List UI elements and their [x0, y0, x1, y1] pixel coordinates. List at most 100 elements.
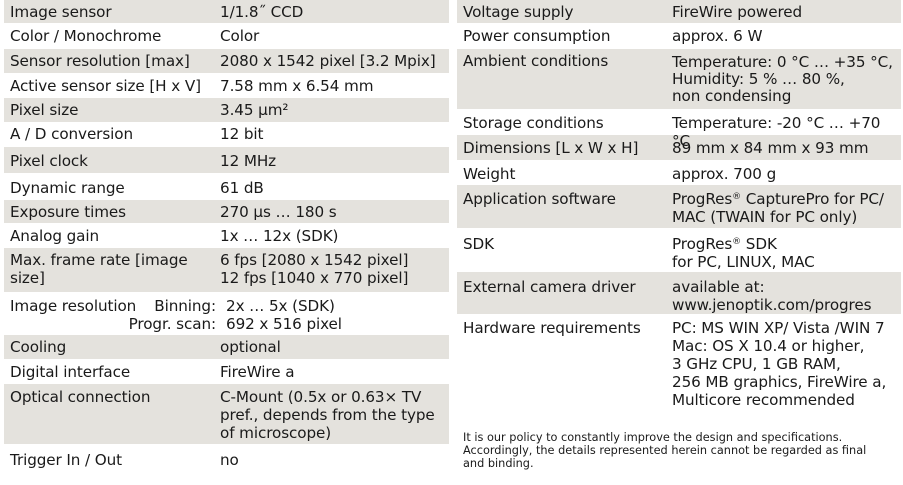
- spec-value: FireWire a: [220, 363, 295, 381]
- spec-row-active-sensor-size: Active sensor size [H x V] 7.58 mm x 6.5…: [4, 74, 449, 98]
- spec-row-external-camera-driver: External camera driver available at: www…: [457, 272, 901, 315]
- spec-label: A / D conversion: [10, 125, 133, 143]
- spec-value: 6 fps [2080 x 1542 pixel] 12 fps [1040 x…: [220, 251, 449, 292]
- spec-label: External camera driver: [463, 278, 636, 296]
- spec-label: Pixel clock: [10, 152, 88, 170]
- spec-label: Dynamic range: [10, 179, 125, 197]
- spec-row-max-frame-rate: Max. frame rate [image size] 6 fps [2080…: [4, 248, 449, 293]
- spec-value: 270 µs … 180 s: [220, 203, 337, 221]
- spec-label: Cooling: [10, 338, 67, 356]
- spec-row-ambient-conditions: Ambient conditions Temperature: 0 °C … +…: [457, 49, 901, 110]
- spec-row-application-software: Application software ProgRes® CapturePro…: [457, 185, 901, 229]
- spec-row-pixel-clock: Pixel clock 12 MHz: [4, 147, 449, 174]
- binning-label: Binning:: [154, 297, 216, 315]
- spec-label: Optical connection: [10, 388, 151, 406]
- spec-row-image-sensor: Image sensor 1/1.8˝ CCD: [4, 0, 449, 24]
- spec-value: ProgRes® CapturePro for PC/ MAC (TWAIN f…: [672, 190, 901, 228]
- spec-value: approx. 700 g: [672, 165, 777, 183]
- spec-value-line: 256 MB graphics, FireWire a,: [672, 373, 887, 391]
- spec-value-line: ProgRes® CapturePro for PC/: [672, 190, 901, 208]
- spec-value: available at: www.jenoptik.com/progres: [672, 278, 901, 314]
- spec-label: Power consumption: [463, 27, 611, 45]
- spec-value-line: C-Mount (0.5x or 0.63× TV: [220, 388, 422, 406]
- spec-value-line: ProgRes® SDK: [672, 235, 777, 253]
- spec-label: Pixel size: [10, 101, 79, 119]
- spec-value-line: Mac: OS X 10.4 or higher,: [672, 337, 865, 355]
- progr-scan-label: Progr. scan:: [128, 315, 216, 333]
- spec-row-voltage-supply: Voltage supply FireWire powered: [457, 0, 901, 24]
- app-software-line-1: ProgRes® CapturePro for PC/: [672, 190, 884, 208]
- spec-value: 7.58 mm x 6.54 mm: [220, 77, 374, 95]
- spec-value-line: MAC (TWAIN for PC only): [672, 208, 858, 226]
- spec-value: 61 dB: [220, 179, 264, 197]
- spec-row-sdk: SDK ProgRes® SDK for PC, LINUX, MAC: [457, 229, 901, 272]
- spec-value-line: of microscope): [220, 424, 332, 442]
- spec-value-line: 6 fps [2080 x 1542 pixel]: [220, 251, 409, 269]
- spec-value: approx. 6 W: [672, 27, 763, 45]
- spec-table-left: Image sensor 1/1.8˝ CCD Color / Monochro…: [4, 0, 449, 473]
- spec-table-right: Voltage supply FireWire powered Power co…: [457, 0, 901, 411]
- spec-label: Storage conditions: [463, 114, 604, 132]
- spec-row-pixel-size: Pixel size 3.45 µm²: [4, 98, 449, 123]
- spec-label: SDK: [463, 235, 494, 253]
- spec-row-analog-gain: Analog gain 1x … 12x (SDK): [4, 224, 449, 248]
- spec-value-line: for PC, LINUX, MAC: [672, 253, 815, 271]
- spec-value-line: Humidity: 5 % … 80 %,: [672, 70, 845, 88]
- spec-value: 2080 x 1542 pixel [3.2 Mpix]: [220, 52, 436, 70]
- spec-value-line: PC: MS WIN XP/ Vista /WIN 7: [672, 319, 885, 337]
- spec-value: no: [220, 451, 239, 469]
- spec-value-line: 3 GHz CPU, 1 GB RAM,: [672, 355, 841, 373]
- spec-value: ProgRes® SDK for PC, LINUX, MAC: [672, 235, 901, 271]
- spec-value: 12 MHz: [220, 152, 277, 170]
- spec-row-exposure-times: Exposure times 270 µs … 180 s: [4, 200, 449, 224]
- spec-value-line: 12 fps [1040 x 770 pixel]: [220, 269, 409, 287]
- spec-row-hardware-requirements: Hardware requirements PC: MS WIN XP/ Vis…: [457, 315, 901, 411]
- spec-value: 1x … 12x (SDK): [220, 227, 339, 245]
- spec-row-cooling: Cooling optional: [4, 335, 449, 360]
- spec-row-weight: Weight approx. 700 g: [457, 161, 901, 185]
- spec-row-power-consumption: Power consumption approx. 6 W: [457, 24, 901, 49]
- spec-value: C-Mount (0.5x or 0.63× TV pref., depends…: [220, 388, 449, 444]
- spec-value: 1/1.8˝ CCD: [220, 3, 304, 21]
- spec-label: Hardware requirements: [463, 319, 641, 337]
- spec-row-image-resolution: Image resolution Binning: Progr. scan: 2…: [4, 293, 449, 335]
- binning-value: 2x … 5x (SDK): [226, 297, 335, 315]
- spec-label: Weight: [463, 165, 516, 183]
- spec-label: Voltage supply: [463, 3, 574, 21]
- spec-value-line: non condensing: [672, 87, 792, 105]
- spec-label: Active sensor size [H x V]: [10, 77, 201, 95]
- spec-label: Image sensor: [10, 3, 112, 21]
- registered-mark: ®: [732, 192, 742, 202]
- spec-value: 89 mm x 84 mm x 93 mm: [672, 139, 869, 157]
- spec-value: optional: [220, 338, 281, 356]
- spec-label: Image resolution: [10, 297, 137, 315]
- spec-row-sensor-resolution: Sensor resolution [max] 2080 x 1542 pixe…: [4, 49, 449, 74]
- spec-label: Digital interface: [10, 363, 131, 381]
- spec-row-dimensions: Dimensions [L x W x H] 89 mm x 84 mm x 9…: [457, 135, 901, 161]
- disclaimer-note: It is our policy to constantly improve t…: [463, 431, 867, 470]
- spec-row-storage-conditions: Storage conditions Temperature: -20 °C ……: [457, 110, 901, 150]
- spec-row-optical-connection: Optical connection C-Mount (0.5x or 0.63…: [4, 384, 449, 445]
- spec-label: Color / Monochrome: [10, 27, 162, 45]
- spec-row-digital-interface: Digital interface FireWire a: [4, 360, 449, 384]
- spec-value-line: pref., depends from the type: [220, 406, 435, 424]
- spec-label: Sensor resolution [max]: [10, 52, 190, 70]
- spec-value: Color: [220, 27, 260, 45]
- spec-value: 3.45 µm²: [220, 101, 289, 119]
- progr-scan-value: 692 x 516 pixel: [226, 315, 342, 333]
- spec-label: Exposure times: [10, 203, 126, 221]
- spec-row-color: Color / Monochrome Color: [4, 24, 449, 49]
- spec-value: FireWire powered: [672, 3, 803, 21]
- spec-label: Dimensions [L x W x H]: [463, 139, 639, 157]
- spec-value-line: Multicore recommended: [672, 391, 855, 409]
- driver-link[interactable]: www.jenoptik.com/progres: [672, 296, 872, 314]
- spec-label: Ambient conditions: [463, 52, 609, 70]
- spec-value: PC: MS WIN XP/ Vista /WIN 7 Mac: OS X 10…: [672, 319, 901, 411]
- spec-label: Application software: [463, 190, 616, 208]
- spec-label: Analog gain: [10, 227, 99, 245]
- image-resolution-labels: Image resolution Binning: Progr. scan:: [4, 297, 216, 333]
- image-resolution-values: 2x … 5x (SDK) 692 x 516 pixel: [216, 297, 449, 333]
- spec-value-line: available at:: [672, 278, 765, 296]
- spec-value: Temperature: 0 °C … +35 °C, Humidity: 5 …: [672, 52, 901, 109]
- spec-value-line: Temperature: 0 °C … +35 °C,: [672, 53, 893, 71]
